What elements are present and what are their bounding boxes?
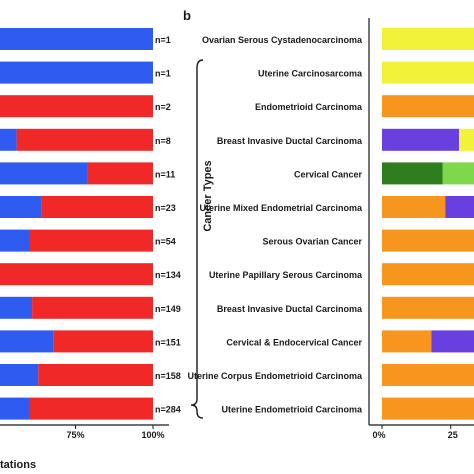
n-label: n=2 — [155, 102, 171, 112]
bar-segment — [0, 128, 17, 151]
n-label: n=158 — [155, 371, 181, 381]
bar-segment — [382, 364, 474, 386]
bar-segment — [445, 196, 474, 218]
x-tick-label: 0% — [372, 430, 385, 440]
bar-segment — [382, 61, 474, 84]
bar-segment — [382, 330, 432, 353]
n-label: n=23 — [155, 203, 176, 213]
category-label: Breast Invasive Ductal Carcinoma — [217, 304, 363, 314]
bar-segment — [0, 196, 42, 218]
bar-segment — [382, 162, 443, 185]
y-axis-label: Cancer Types — [202, 160, 214, 231]
bar-segment — [0, 263, 153, 286]
bar-segment — [382, 397, 474, 420]
bar-segment — [0, 397, 29, 420]
bar-segment — [382, 196, 446, 218]
category-label: Cervical & Endocervical Cancer — [226, 337, 362, 347]
n-label: n=11 — [155, 169, 175, 179]
bar-segment — [0, 162, 88, 185]
panel-b-chart: Ovarian Serous Cystadenocarcinoma Uterine… — [187, 18, 474, 440]
bracket — [190, 59, 204, 419]
bar-segment — [382, 296, 474, 319]
n-label: n=284 — [155, 405, 181, 415]
bar-segment — [87, 162, 153, 185]
category-label: Uterine Papillary Serous Carcinoma — [209, 270, 363, 280]
category-label: Uterine Carcinosarcoma — [258, 69, 363, 79]
panel-b-label: b — [183, 8, 191, 23]
bar-segment — [16, 128, 153, 151]
bar-segment — [32, 296, 153, 319]
bar-segment — [0, 330, 54, 353]
bar-segment — [38, 364, 153, 386]
category-label: Breast Invasive Ductal Carcinoma — [217, 136, 363, 146]
x-tick-label: 75% — [66, 430, 84, 440]
bar-segment — [382, 263, 474, 286]
bar-segment — [431, 330, 474, 353]
category-label: Ovarian Serous Cystadenocarcinoma — [202, 35, 363, 45]
bar-segment — [382, 229, 474, 252]
bar-segment — [382, 28, 474, 50]
panel-a-chart: n=1 n=1 n=2 n=8 n=11 n=23 n=54 n=134 n=149 n=151 n… — [0, 28, 204, 471]
bar-segment — [0, 61, 153, 84]
bar-segment — [29, 229, 153, 252]
n-label: n=1 — [155, 35, 171, 45]
n-label: n=149 — [155, 304, 181, 314]
category-label: Uterine Mixed Endometrial Carcinoma — [199, 203, 363, 213]
bar-segment — [442, 162, 474, 185]
bar-segment — [0, 229, 29, 252]
n-label: n=134 — [155, 270, 181, 280]
bar-segment — [29, 397, 153, 420]
n-label: n=1 — [155, 69, 171, 79]
category-label: Endometrioid Carcinoma — [255, 102, 363, 112]
category-label: Serous Ovarian Cancer — [262, 237, 362, 247]
bar-segment — [0, 364, 39, 386]
bar-segment — [459, 128, 474, 151]
x-tick-label: 100% — [141, 430, 164, 440]
bar-segment — [0, 95, 153, 118]
x-axis-label: tations — [0, 459, 36, 471]
category-label: Cervical Cancer — [294, 169, 363, 179]
n-label: n=54 — [155, 237, 176, 247]
bar-segment — [0, 296, 33, 319]
bar-segment — [41, 196, 153, 218]
category-label: Uterine Endometrioid Carcinoma — [221, 405, 363, 415]
bar-segment — [0, 28, 153, 50]
n-label: n=8 — [155, 136, 171, 146]
bar-segment — [382, 128, 459, 151]
category-label: Uterine Corpus Endometrioid Carcinoma — [187, 371, 363, 381]
bar-segment — [53, 330, 153, 353]
x-tick-label: 25 — [448, 430, 458, 440]
bar-segment — [382, 95, 474, 118]
n-label: n=151 — [155, 337, 181, 347]
